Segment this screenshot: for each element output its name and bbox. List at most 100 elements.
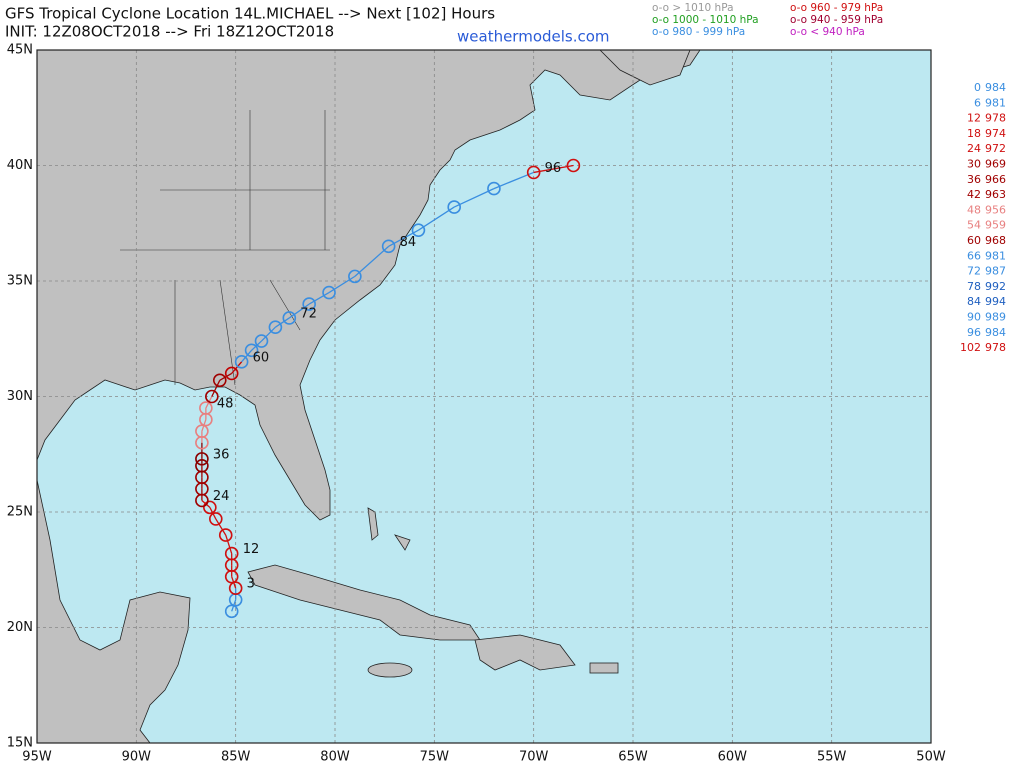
forecast-pressure: 989 bbox=[985, 311, 1006, 324]
lat-label: 35N bbox=[7, 274, 33, 289]
hour-label: 12 bbox=[243, 542, 260, 557]
track-point bbox=[302, 297, 316, 311]
forecast-pressure: 992 bbox=[985, 280, 1006, 293]
track-segment bbox=[231, 361, 243, 374]
forecast-hour: 72 bbox=[967, 265, 981, 278]
forecast-pressure: 978 bbox=[985, 112, 1006, 125]
lat-label: 45N bbox=[7, 43, 33, 58]
legend-entry: o-o > 1010 hPa bbox=[652, 2, 734, 14]
track-segment bbox=[211, 380, 221, 397]
track-point bbox=[209, 512, 223, 526]
forecast-entry: 0 984 bbox=[974, 81, 1006, 94]
track-point bbox=[224, 604, 239, 619]
track-point bbox=[244, 343, 259, 358]
forecast-hour: 96 bbox=[967, 326, 981, 339]
forecast-pressure: 959 bbox=[985, 219, 1006, 232]
forecast-pressure: 984 bbox=[985, 326, 1006, 339]
hour-label: 48 bbox=[217, 397, 234, 412]
track-point bbox=[224, 546, 239, 561]
forecast-entry: 66 981 bbox=[967, 249, 1006, 262]
lon-label: 65W bbox=[618, 750, 648, 765]
forecast-hour: 78 bbox=[967, 280, 981, 293]
legend-entry: o-o 940 - 959 hPa bbox=[790, 14, 883, 26]
lon-label: 75W bbox=[420, 750, 450, 765]
forecast-entry: 18 974 bbox=[967, 127, 1006, 140]
forecast-pressure: 981 bbox=[985, 96, 1006, 109]
track-point bbox=[411, 223, 426, 237]
forecast-hour: 12 bbox=[967, 112, 981, 125]
track-segment bbox=[275, 317, 290, 328]
forecast-hour: 66 bbox=[967, 249, 981, 262]
hour-label: 36 bbox=[213, 447, 230, 462]
hour-label: 84 bbox=[400, 235, 417, 250]
forecast-hour: 54 bbox=[967, 219, 981, 232]
forecast-entry: 12 978 bbox=[967, 112, 1006, 125]
track-point bbox=[526, 165, 541, 180]
forecast-pressure: 978 bbox=[985, 341, 1006, 354]
lat-label: 40N bbox=[7, 158, 33, 173]
track-point bbox=[205, 389, 219, 404]
forecast-entry: 36 966 bbox=[967, 173, 1006, 186]
hour-label: 72 bbox=[300, 306, 317, 321]
track-segment bbox=[328, 275, 356, 294]
lat-label: 25N bbox=[7, 505, 33, 520]
track-segment bbox=[453, 188, 495, 208]
track-point bbox=[203, 500, 217, 515]
track-segment bbox=[219, 372, 233, 381]
legend-entry: o-o 960 - 979 hPa bbox=[790, 2, 883, 14]
track-point bbox=[348, 269, 362, 284]
forecast-entry: 72 987 bbox=[967, 265, 1006, 278]
track-point bbox=[218, 528, 233, 542]
lon-label: 85W bbox=[221, 750, 251, 765]
forecast-entry: 60 968 bbox=[967, 234, 1006, 247]
forecast-pressure: 972 bbox=[985, 142, 1006, 155]
forecast-pressure: 963 bbox=[985, 188, 1006, 201]
track-point bbox=[322, 285, 336, 300]
track-point bbox=[228, 581, 243, 596]
hour-label: 24 bbox=[213, 489, 230, 504]
forecast-hour: 30 bbox=[967, 158, 981, 171]
lon-label: 60W bbox=[718, 750, 748, 765]
track-point bbox=[447, 200, 462, 214]
track-point bbox=[566, 158, 581, 173]
track-segment bbox=[241, 349, 253, 363]
forecast-hour: 90 bbox=[967, 311, 981, 324]
forecast-entry: 90 989 bbox=[967, 311, 1006, 324]
lon-label: 80W bbox=[320, 750, 350, 765]
forecast-hour: 18 bbox=[967, 127, 981, 140]
forecast-hour: 84 bbox=[967, 295, 981, 308]
hour-label: 60 bbox=[253, 350, 270, 365]
track-segment bbox=[308, 291, 330, 305]
lon-label: 50W bbox=[916, 750, 946, 765]
forecast-entry: 42 963 bbox=[967, 188, 1006, 201]
legend-entry: o-o 980 - 999 hPa bbox=[652, 26, 745, 38]
legend-entry: o-o < 940 hPa bbox=[790, 26, 865, 38]
track-segment bbox=[418, 206, 455, 231]
forecast-hour: 102 bbox=[960, 341, 981, 354]
lat-label: 20N bbox=[7, 620, 33, 635]
track-segment bbox=[225, 534, 233, 554]
forecast-entry: 102 978 bbox=[960, 341, 1006, 354]
forecast-pressure: 968 bbox=[985, 234, 1006, 247]
track-segment bbox=[261, 326, 276, 342]
forecast-pressure: 974 bbox=[985, 127, 1006, 140]
map-frame bbox=[36, 49, 932, 744]
track-point bbox=[195, 452, 209, 466]
track-point bbox=[254, 334, 269, 348]
track-segment bbox=[288, 303, 310, 319]
forecast-entry: 78 992 bbox=[967, 280, 1006, 293]
lat-label: 30N bbox=[7, 389, 33, 404]
track-point bbox=[268, 320, 283, 335]
forecast-entry: 96 984 bbox=[967, 326, 1006, 339]
site-credit: weathermodels.com bbox=[457, 28, 610, 46]
hour-label: 3 bbox=[247, 577, 255, 592]
track-point bbox=[195, 458, 209, 473]
forecast-entry: 84 994 bbox=[967, 295, 1006, 308]
track-point bbox=[487, 181, 501, 196]
forecast-entry: 48 956 bbox=[967, 203, 1006, 216]
legend-entry: o-o 1000 - 1010 hPa bbox=[652, 14, 759, 26]
track-segment bbox=[354, 245, 390, 277]
lon-label: 95W bbox=[22, 750, 52, 765]
